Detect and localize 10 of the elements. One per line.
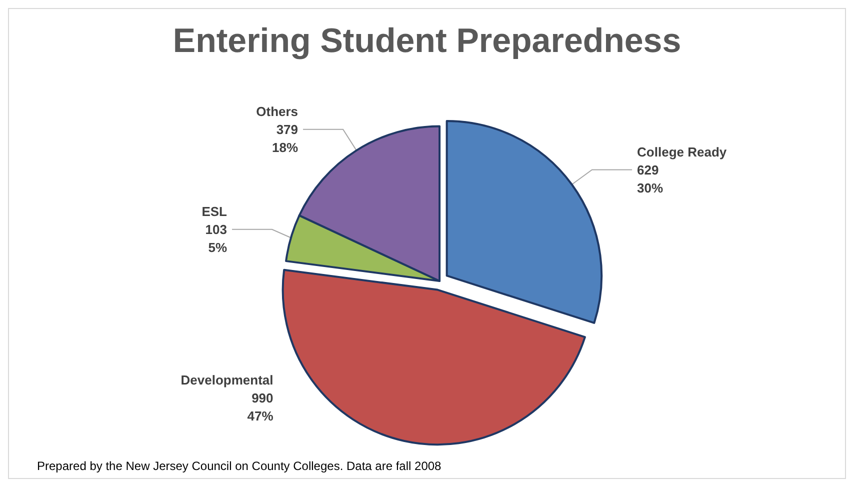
data-label: 990 47% [247, 390, 274, 424]
data-label: 379 18% [272, 122, 298, 155]
slice-label: ESL [202, 204, 228, 219]
text: Prepared by the New Jersey Council on County Colleges. Data are fall 2008 [37, 459, 442, 473]
slice-label: Others [256, 104, 298, 119]
data-label: 629 30% [637, 162, 664, 196]
chart-title: Entering Student Preparedness [172, 22, 682, 60]
data-label: 103 5% [205, 222, 228, 255]
slice-label: College Ready [637, 144, 728, 160]
slice-label: Developmental [180, 372, 274, 388]
